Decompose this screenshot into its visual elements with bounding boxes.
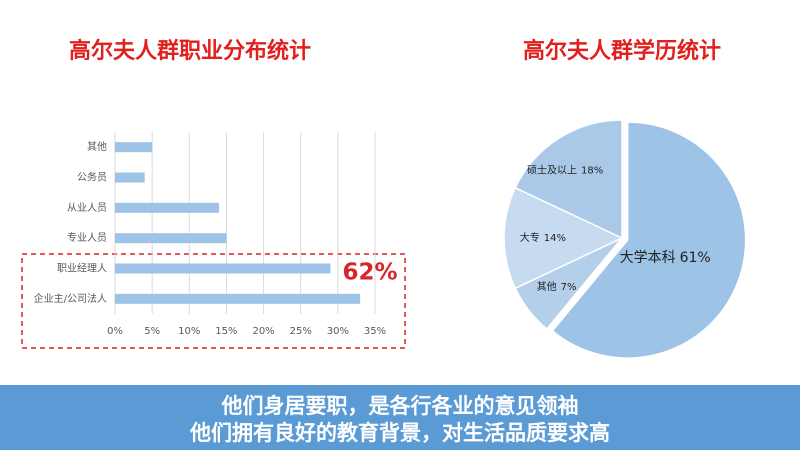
slice-value-label: 14%	[544, 233, 566, 244]
x-tick-label: 20%	[252, 326, 274, 337]
slice-value-label: 18%	[581, 165, 603, 176]
pie-slice	[514, 119, 623, 240]
y-tick-label: 其他	[87, 140, 107, 153]
banner-line: 他们拥有良好的教育背景，对生活品质要求高	[189, 421, 610, 445]
pie-slice	[503, 186, 624, 290]
pie-slice	[551, 121, 747, 359]
banner-line: 他们身居要职，是各行各业的意见领袖	[221, 394, 579, 418]
slice-label: 硕士及以上	[527, 163, 577, 176]
x-tick-label: 25%	[290, 326, 312, 337]
bar	[115, 263, 331, 274]
slice-label: 大学本科	[620, 250, 676, 266]
annotation: 62%	[342, 260, 397, 286]
bar	[115, 202, 219, 213]
pie-chart-title: 高尔夫人群学历统计	[523, 38, 721, 64]
x-tick-label: 15%	[215, 326, 237, 337]
x-tick-label: 30%	[327, 326, 349, 337]
x-tick-label: 35%	[364, 326, 386, 337]
banner-background	[0, 385, 800, 450]
slice-value-label: 61%	[680, 250, 711, 266]
y-tick-label: 专业人员	[67, 231, 107, 244]
bar	[115, 142, 153, 153]
slice-value-label: 7%	[561, 282, 577, 293]
bar-chart-title: 高尔夫人群职业分布统计	[69, 38, 311, 64]
x-tick-label: 10%	[178, 326, 200, 337]
bar	[115, 172, 145, 183]
y-tick-label: 职业经理人	[57, 262, 107, 275]
highlight-box	[21, 253, 406, 349]
slice-label: 其他	[537, 280, 557, 293]
bar	[115, 293, 361, 304]
x-tick-label: 0%	[107, 326, 123, 337]
y-tick-label: 企业主/公司法人	[34, 292, 107, 305]
slice-label: 大专	[520, 231, 540, 244]
x-tick-label: 5%	[144, 326, 160, 337]
y-tick-label: 从业人员	[67, 202, 107, 214]
bar	[115, 233, 227, 244]
y-tick-label: 公务员	[77, 171, 107, 184]
